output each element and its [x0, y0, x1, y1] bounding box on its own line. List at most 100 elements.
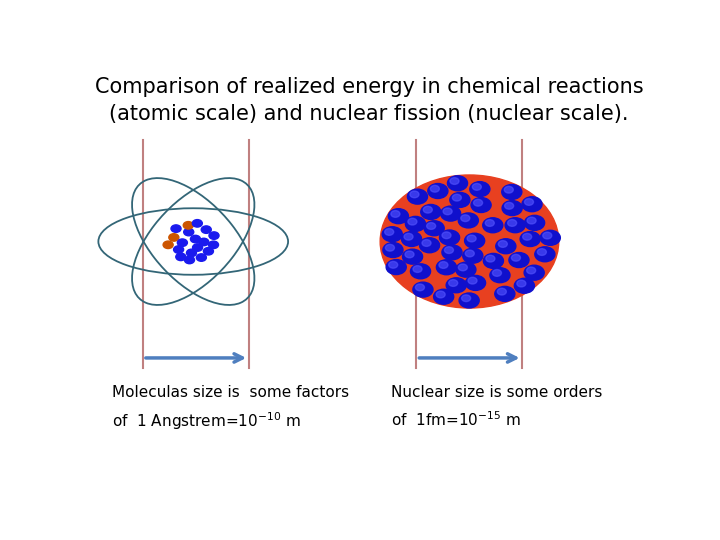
Circle shape [441, 206, 461, 221]
Circle shape [382, 227, 402, 242]
Circle shape [517, 280, 526, 287]
Circle shape [415, 284, 425, 291]
Circle shape [174, 246, 184, 253]
Circle shape [472, 184, 482, 190]
Circle shape [431, 185, 439, 192]
Circle shape [209, 232, 219, 239]
Circle shape [456, 262, 476, 277]
Circle shape [526, 267, 536, 274]
Circle shape [176, 253, 186, 261]
Circle shape [184, 256, 194, 264]
Circle shape [168, 234, 179, 241]
Circle shape [498, 288, 506, 295]
Circle shape [391, 211, 400, 217]
Circle shape [389, 261, 397, 268]
Circle shape [522, 197, 542, 212]
Circle shape [442, 245, 462, 260]
Circle shape [186, 249, 197, 256]
Circle shape [446, 278, 467, 293]
Circle shape [439, 261, 448, 268]
Circle shape [514, 278, 534, 293]
Circle shape [444, 247, 454, 253]
Circle shape [537, 248, 546, 255]
Circle shape [498, 241, 508, 247]
Circle shape [449, 280, 458, 286]
Circle shape [184, 221, 193, 229]
Circle shape [163, 241, 173, 248]
Circle shape [428, 184, 448, 199]
Circle shape [543, 232, 552, 239]
Circle shape [504, 186, 513, 193]
Circle shape [505, 202, 513, 209]
Circle shape [383, 242, 403, 258]
Circle shape [386, 260, 406, 274]
Circle shape [524, 199, 534, 205]
Circle shape [202, 226, 211, 233]
Circle shape [402, 249, 423, 264]
Circle shape [540, 230, 560, 245]
Circle shape [523, 233, 531, 240]
Circle shape [420, 238, 440, 253]
Circle shape [433, 289, 454, 304]
Circle shape [470, 181, 490, 197]
Circle shape [450, 192, 470, 207]
Circle shape [511, 254, 521, 261]
Circle shape [424, 221, 444, 236]
Circle shape [171, 225, 181, 232]
Circle shape [436, 260, 456, 275]
Circle shape [408, 189, 428, 204]
Circle shape [404, 233, 413, 240]
Circle shape [405, 251, 414, 258]
Circle shape [190, 235, 200, 243]
Circle shape [209, 241, 219, 248]
Circle shape [199, 238, 209, 246]
Circle shape [413, 266, 422, 272]
Circle shape [184, 228, 194, 236]
Circle shape [447, 176, 467, 191]
Circle shape [490, 268, 510, 282]
Circle shape [474, 199, 482, 206]
Circle shape [436, 291, 445, 298]
Circle shape [420, 205, 441, 219]
Circle shape [388, 208, 408, 224]
Circle shape [525, 215, 544, 230]
Circle shape [410, 191, 419, 198]
Circle shape [508, 220, 517, 226]
Circle shape [496, 239, 516, 254]
Circle shape [482, 218, 503, 233]
Circle shape [463, 248, 483, 263]
Circle shape [459, 264, 467, 271]
Circle shape [467, 235, 476, 242]
Circle shape [410, 264, 431, 279]
Circle shape [413, 282, 433, 297]
Circle shape [192, 220, 202, 227]
Text: Comparison of realized energy in chemical reactions
(atomic scale) and nuclear f: Comparison of realized energy in chemica… [95, 77, 643, 124]
Circle shape [464, 233, 485, 248]
Circle shape [495, 286, 515, 301]
Circle shape [422, 240, 431, 246]
Circle shape [471, 198, 491, 213]
Text: Moleculas size is  some factors: Moleculas size is some factors [112, 385, 349, 400]
Circle shape [527, 217, 536, 224]
Circle shape [423, 206, 432, 213]
Circle shape [380, 175, 559, 308]
Text: of  1 Angstrem=10$^{-10}$ m: of 1 Angstrem=10$^{-10}$ m [112, 410, 301, 431]
Circle shape [439, 230, 459, 245]
Circle shape [197, 254, 207, 261]
Circle shape [462, 295, 471, 302]
Circle shape [452, 194, 462, 201]
Circle shape [459, 293, 480, 308]
Circle shape [450, 178, 459, 184]
Circle shape [442, 232, 451, 239]
Text: Nuclear size is some orders: Nuclear size is some orders [392, 385, 603, 400]
Circle shape [502, 185, 522, 199]
Circle shape [509, 253, 529, 267]
Text: of  1fm=10$^{-15}$ m: of 1fm=10$^{-15}$ m [392, 410, 521, 429]
Circle shape [443, 208, 452, 215]
Circle shape [468, 277, 477, 284]
Circle shape [385, 245, 395, 251]
Circle shape [535, 247, 555, 262]
Circle shape [505, 218, 525, 233]
Circle shape [502, 200, 522, 215]
Circle shape [177, 239, 187, 246]
